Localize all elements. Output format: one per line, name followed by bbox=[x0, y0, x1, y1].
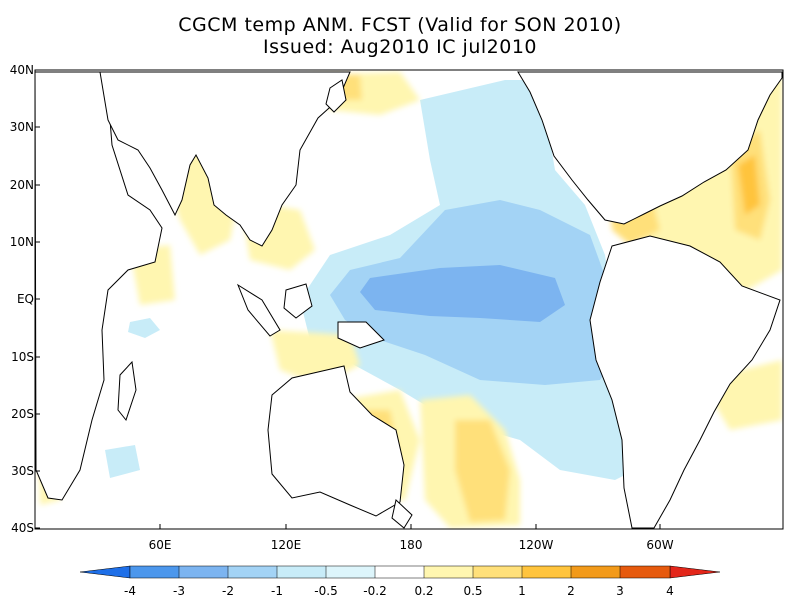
colorbar-swatch bbox=[571, 566, 620, 578]
colorbar-label: 4 bbox=[666, 584, 674, 598]
colorbar-high-arrow bbox=[669, 565, 721, 579]
colorbar-swatch bbox=[375, 566, 424, 578]
north-america bbox=[517, 71, 783, 225]
colorbar-label: 0.5 bbox=[463, 584, 483, 598]
australia bbox=[267, 365, 405, 517]
colorbar-swatch bbox=[473, 566, 522, 578]
colorbar-swatch bbox=[179, 566, 228, 578]
colorbar-label: -3 bbox=[173, 584, 185, 598]
title-line-1: CGCM temp ANM. FCST (Valid for SON 2010) bbox=[178, 14, 622, 36]
cool-anomaly-region bbox=[128, 318, 160, 338]
colorbar-swatch bbox=[277, 566, 326, 578]
lon-label-120e: 120E bbox=[270, 538, 302, 552]
colorbar-swatch bbox=[326, 566, 375, 578]
colorbar-label: -0.2 bbox=[363, 584, 387, 598]
colorbar-low-arrow bbox=[79, 565, 131, 579]
colorbar-label: 1 bbox=[518, 584, 526, 598]
axis-ticks bbox=[35, 69, 661, 529]
continents bbox=[35, 71, 783, 529]
cool-anomaly-region bbox=[360, 265, 565, 322]
lat-label-20s: 20S bbox=[11, 407, 34, 421]
lat-label-20n: 20N bbox=[9, 178, 34, 192]
lon-label-120w: 120W bbox=[518, 538, 554, 552]
colorbar-label: -1 bbox=[271, 584, 283, 598]
lat-label-30s: 30S bbox=[11, 464, 34, 478]
lat-label-30n: 30N bbox=[9, 120, 34, 134]
title-line-2: Issued: Aug2010 IC jul2010 bbox=[263, 36, 537, 58]
madagascar bbox=[117, 360, 137, 422]
colorbar-swatch bbox=[424, 566, 473, 578]
lon-label-180: 180 bbox=[399, 538, 423, 552]
colorbar-label: -4 bbox=[124, 584, 136, 598]
colorbar-swatch bbox=[522, 566, 571, 578]
borneo bbox=[283, 283, 313, 319]
japan bbox=[325, 79, 347, 113]
lat-label-10s: 10S bbox=[11, 350, 34, 364]
lon-label-60e: 60E bbox=[148, 538, 172, 552]
lat-label-40s: 40S bbox=[11, 521, 34, 535]
warm-anomaly-region bbox=[455, 420, 510, 522]
asia bbox=[99, 71, 351, 247]
colorbar-label: 3 bbox=[616, 584, 624, 598]
colorbar-label: -2 bbox=[222, 584, 234, 598]
colorbar bbox=[79, 565, 721, 579]
colorbar-swatch bbox=[620, 566, 670, 578]
colorbar-label: 2 bbox=[567, 584, 575, 598]
sumatra bbox=[236, 283, 281, 337]
new-guinea bbox=[337, 321, 385, 349]
warm-anomaly-region bbox=[738, 155, 760, 215]
cool-anomaly-region bbox=[105, 445, 140, 478]
new-zealand bbox=[391, 499, 413, 529]
lat-label-40n: 40N bbox=[9, 63, 34, 77]
africa bbox=[35, 71, 163, 501]
colorbar-swatch bbox=[228, 566, 277, 578]
lon-label-60w: 60W bbox=[646, 538, 674, 552]
colorbar-swatch bbox=[130, 566, 179, 578]
south-america bbox=[589, 235, 781, 529]
lat-label-eq: EQ bbox=[16, 292, 34, 306]
colorbar-label: -0.5 bbox=[314, 584, 338, 598]
colorbar-label: 0.2 bbox=[414, 584, 434, 598]
lat-label-10n: 10N bbox=[9, 235, 34, 249]
